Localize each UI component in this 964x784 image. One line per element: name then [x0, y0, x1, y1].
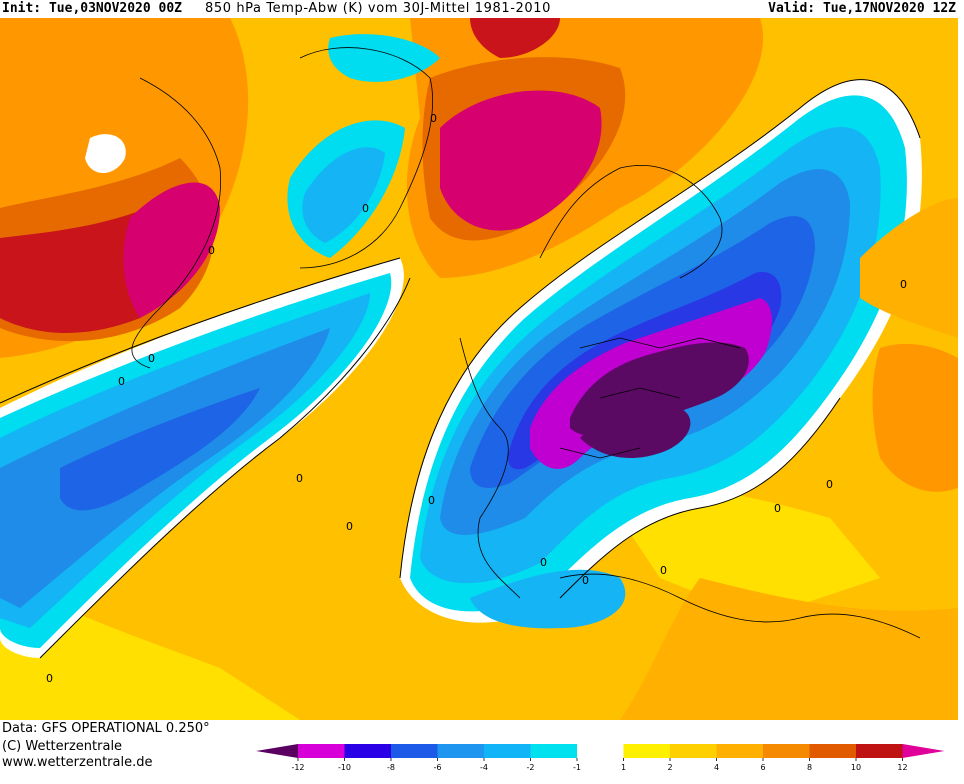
coastline-greenland: [299, 47, 434, 269]
contour-label: 0: [362, 202, 369, 215]
country-borders: [559, 337, 741, 459]
parameter-label: 850 hPa Temp-Abw (K) vom 30J-Mittel 1981…: [205, 1, 551, 16]
anomaly-region: [123, 182, 220, 318]
data-source-label: Data: GFS OPERATIONAL 0.250°: [2, 721, 210, 736]
contour-label: 0: [148, 352, 155, 365]
legend-bin: [484, 744, 531, 758]
anomaly-region: [600, 485, 880, 618]
legend-tick-label: 2: [667, 763, 672, 772]
legend-tick-label: -8: [387, 763, 395, 772]
legend-ticks: -12 -10 -8 -6 -4 -2 -1 1 2 4 6 8 10 12: [291, 758, 908, 772]
contour-label: 0: [296, 472, 303, 485]
legend-tick-label: 12: [897, 763, 907, 772]
legend-tick-label: -1: [573, 763, 581, 772]
anomaly-region: [85, 134, 126, 173]
coastline-scandinavia: [539, 165, 723, 279]
contour-label: 0: [428, 494, 435, 507]
legend-bin: [391, 744, 438, 758]
contour-label: 0: [540, 556, 547, 569]
anomaly-region: [328, 34, 440, 82]
contour-line: [0, 257, 401, 404]
legend-tick-label: 10: [851, 763, 861, 772]
title-bar: Init: Tue,03NOV2020 00Z 850 hPa Temp-Abw…: [0, 0, 964, 18]
legend-bin: [577, 744, 624, 758]
legend-tick-label: -4: [480, 763, 488, 772]
anomaly-region: [570, 342, 749, 436]
anomaly-region: [470, 569, 626, 629]
legend-bin: [298, 744, 345, 758]
legend-tick-label: -10: [338, 763, 351, 772]
contour-label: 0: [430, 112, 437, 125]
valid-time-label: Valid: Tue,17NOV2020 12Z: [768, 1, 956, 16]
legend-bin: [344, 744, 392, 758]
contour-line: [559, 397, 841, 599]
contour-label: 0: [346, 520, 353, 533]
legend-tick-label: 8: [807, 763, 812, 772]
temperature-anomaly-map: 0 0 0 0 0 0 0 0 0 0 0 0 0 0 0: [0, 18, 958, 720]
contour-label: 0: [118, 375, 125, 388]
init-time-label: Init: Tue,03NOV2020 00Z: [2, 1, 183, 16]
legend-bin: [716, 744, 764, 758]
anomaly-region: [860, 198, 958, 338]
footer: Data: GFS OPERATIONAL 0.250° (C) Wetterz…: [0, 720, 964, 784]
coastline-north-america: [131, 77, 222, 369]
anomaly-region: [440, 90, 602, 231]
contour-label: 0: [208, 244, 215, 257]
legend-low-end-arrow: [256, 744, 298, 758]
legend-tick-label: 4: [714, 763, 719, 772]
legend-bin: [670, 744, 717, 758]
contour-label: 0: [774, 502, 781, 515]
legend-bin: [809, 744, 857, 758]
legend-bin: [623, 744, 671, 758]
contour-label: 0: [582, 574, 589, 587]
anomaly-region: [620, 578, 958, 720]
legend-tick-label: -2: [527, 763, 535, 772]
color-legend: -12 -10 -8 -6 -4 -2 -1 1 2 4 6 8 10 12: [256, 744, 945, 772]
map-area: 0 0 0 0 0 0 0 0 0 0 0 0 0 0 0: [0, 18, 958, 720]
website-label: www.wetterzentrale.de: [2, 755, 153, 770]
legend-tick-label: 6: [760, 763, 765, 772]
legend-bin: [763, 744, 810, 758]
contour-label: 0: [46, 672, 53, 685]
contour-label: 0: [826, 478, 833, 491]
contour-label: 0: [900, 278, 907, 291]
legend-tick-label: -12: [291, 763, 304, 772]
anomaly-region: [470, 18, 560, 58]
coastlines: [131, 47, 921, 639]
legend-bin: [437, 744, 485, 758]
contour-line: [39, 277, 411, 659]
legend-tick-label: 1: [621, 763, 626, 772]
coastline-western-europe: [459, 337, 521, 599]
coastline-mediterranean: [559, 573, 921, 639]
contour-label: 0: [660, 564, 667, 577]
legend-bin: [856, 744, 903, 758]
legend-bins: [256, 744, 945, 758]
zero-contours: [0, 79, 921, 659]
anomaly-region: [60, 388, 260, 511]
copyright-label: (C) Wetterzentrale: [2, 739, 123, 754]
contour-labels: 0 0 0 0 0 0 0 0 0 0 0 0 0 0 0: [46, 112, 907, 685]
contour-line: [399, 79, 921, 579]
anomaly-region: [580, 408, 691, 458]
legend-high-end-arrow: [902, 744, 945, 758]
anomaly-region: [302, 147, 385, 243]
legend-bin: [530, 744, 578, 758]
legend-tick-label: -6: [434, 763, 442, 772]
anomaly-region: [872, 343, 958, 492]
